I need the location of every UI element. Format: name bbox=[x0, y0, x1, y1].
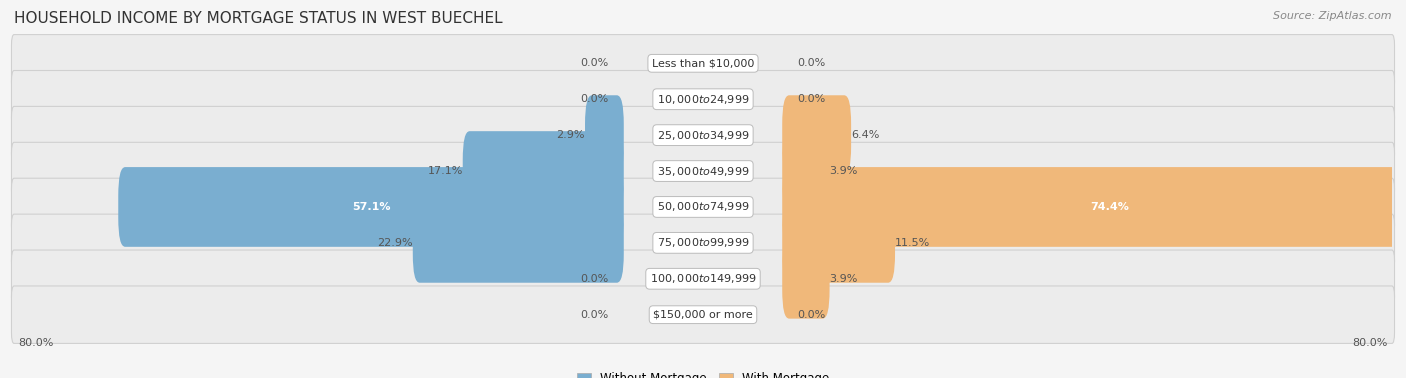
FancyBboxPatch shape bbox=[118, 167, 624, 247]
Text: $25,000 to $34,999: $25,000 to $34,999 bbox=[657, 129, 749, 142]
FancyBboxPatch shape bbox=[11, 71, 1395, 128]
Text: 0.0%: 0.0% bbox=[581, 274, 609, 284]
FancyBboxPatch shape bbox=[11, 107, 1395, 164]
Text: Source: ZipAtlas.com: Source: ZipAtlas.com bbox=[1274, 11, 1392, 21]
Text: 0.0%: 0.0% bbox=[797, 310, 825, 320]
Text: 6.4%: 6.4% bbox=[851, 130, 880, 140]
Text: 3.9%: 3.9% bbox=[830, 274, 858, 284]
Text: $75,000 to $99,999: $75,000 to $99,999 bbox=[657, 236, 749, 249]
Text: 0.0%: 0.0% bbox=[797, 58, 825, 68]
FancyBboxPatch shape bbox=[463, 131, 624, 211]
Text: 74.4%: 74.4% bbox=[1090, 202, 1129, 212]
Text: 3.9%: 3.9% bbox=[830, 166, 858, 176]
Text: Less than $10,000: Less than $10,000 bbox=[652, 58, 754, 68]
Legend: Without Mortgage, With Mortgage: Without Mortgage, With Mortgage bbox=[572, 367, 834, 378]
Text: 80.0%: 80.0% bbox=[18, 338, 53, 348]
Text: $10,000 to $24,999: $10,000 to $24,999 bbox=[657, 93, 749, 106]
FancyBboxPatch shape bbox=[782, 167, 1406, 247]
FancyBboxPatch shape bbox=[11, 35, 1395, 92]
Text: 0.0%: 0.0% bbox=[581, 58, 609, 68]
FancyBboxPatch shape bbox=[11, 286, 1395, 344]
Text: HOUSEHOLD INCOME BY MORTGAGE STATUS IN WEST BUECHEL: HOUSEHOLD INCOME BY MORTGAGE STATUS IN W… bbox=[14, 11, 503, 26]
FancyBboxPatch shape bbox=[11, 214, 1395, 271]
FancyBboxPatch shape bbox=[782, 203, 896, 283]
FancyBboxPatch shape bbox=[11, 178, 1395, 236]
FancyBboxPatch shape bbox=[413, 203, 624, 283]
FancyBboxPatch shape bbox=[11, 250, 1395, 308]
Text: 17.1%: 17.1% bbox=[427, 166, 463, 176]
Text: $100,000 to $149,999: $100,000 to $149,999 bbox=[650, 272, 756, 285]
Text: $35,000 to $49,999: $35,000 to $49,999 bbox=[657, 164, 749, 178]
FancyBboxPatch shape bbox=[782, 95, 851, 175]
Text: 80.0%: 80.0% bbox=[1353, 338, 1388, 348]
Text: 0.0%: 0.0% bbox=[797, 94, 825, 104]
Text: 22.9%: 22.9% bbox=[377, 238, 413, 248]
Text: 2.9%: 2.9% bbox=[557, 130, 585, 140]
FancyBboxPatch shape bbox=[782, 131, 830, 211]
Text: $50,000 to $74,999: $50,000 to $74,999 bbox=[657, 200, 749, 214]
FancyBboxPatch shape bbox=[782, 239, 830, 319]
Text: 0.0%: 0.0% bbox=[581, 310, 609, 320]
Text: 11.5%: 11.5% bbox=[896, 238, 931, 248]
FancyBboxPatch shape bbox=[585, 95, 624, 175]
FancyBboxPatch shape bbox=[11, 143, 1395, 200]
Text: 57.1%: 57.1% bbox=[352, 202, 391, 212]
Text: 0.0%: 0.0% bbox=[581, 94, 609, 104]
Text: $150,000 or more: $150,000 or more bbox=[654, 310, 752, 320]
